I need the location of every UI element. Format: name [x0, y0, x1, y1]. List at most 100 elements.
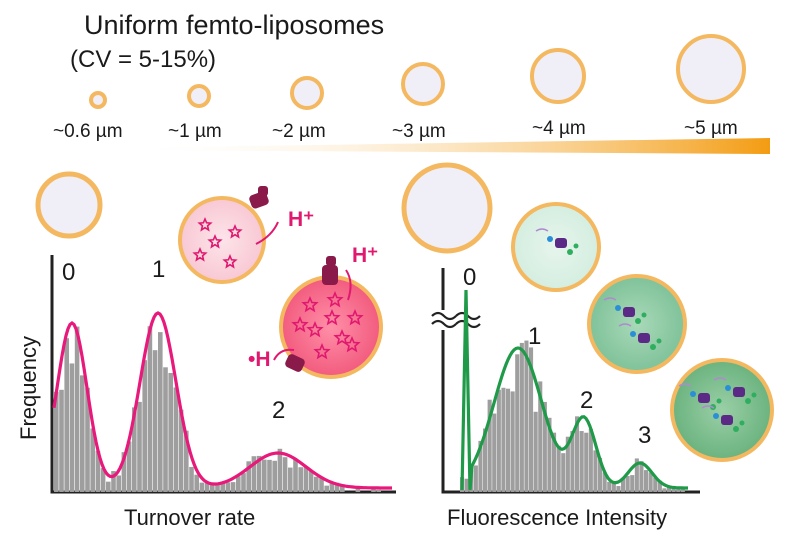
figure-subtitle: (CV = 5-15%) — [70, 46, 216, 73]
histogram-bar — [80, 375, 85, 492]
histogram-bar — [251, 456, 257, 492]
histogram-bar — [524, 340, 529, 492]
histogram-bar — [561, 453, 566, 492]
histogram-bar — [95, 450, 101, 492]
histogram-bar — [111, 471, 116, 492]
histogram-bar — [533, 411, 538, 492]
histogram-bar — [538, 381, 543, 492]
histogram-bar — [547, 417, 552, 492]
histogram-bar — [262, 459, 267, 492]
histogram-bar — [644, 470, 649, 492]
product-icon — [641, 312, 647, 318]
histogram-bar — [630, 475, 635, 492]
substrate-icon — [630, 331, 636, 337]
liposome-size-series — [89, 34, 746, 110]
substrate-star-icon — [313, 342, 331, 360]
histogram-bar — [132, 407, 137, 492]
histogram-bar — [648, 472, 653, 492]
histogram-bar — [464, 478, 469, 492]
pink-liposome-high-activity: H⁺ •H — [248, 244, 383, 379]
green-liposome-one-enzyme — [511, 202, 601, 292]
histogram-bar — [634, 458, 639, 492]
product-icon — [751, 392, 757, 398]
liposome-2um — [290, 76, 324, 110]
histogram-bar — [142, 360, 147, 492]
dna-icon — [678, 383, 692, 387]
histogram-bar — [334, 482, 340, 492]
right-peak-label-1: 1 — [528, 323, 541, 350]
histogram-bar — [324, 485, 329, 492]
histogram-bar — [173, 387, 179, 492]
size-label-4um: ~4 µm — [532, 118, 586, 139]
histogram-bar — [506, 388, 511, 492]
proton-pump-icon — [285, 256, 338, 372]
substrate-icon — [725, 385, 731, 391]
size-label-3um: ~3 µm — [392, 121, 446, 142]
axis-break-icon — [431, 311, 457, 329]
substrate-star-icon — [346, 308, 364, 326]
histogram-bar — [667, 487, 672, 492]
histogram-bar — [510, 391, 515, 492]
right-histogram — [460, 340, 685, 492]
size-label-1um: ~1 µm — [168, 121, 222, 142]
histogram-bar — [54, 391, 59, 492]
size-label-2um: ~2 µm — [272, 121, 326, 142]
size-gradient-bar — [120, 138, 770, 154]
histogram-bar — [607, 481, 612, 492]
histogram-bar — [621, 478, 626, 492]
histogram-bar — [611, 482, 616, 492]
histogram-bar — [308, 471, 314, 492]
product-icon — [573, 243, 579, 249]
histogram-bar — [529, 347, 534, 492]
substrate-star-icon — [323, 308, 341, 326]
histogram-bar — [680, 489, 685, 492]
substrate-star-icon — [222, 253, 238, 269]
histogram-bar — [340, 484, 345, 492]
size-label-5um: ~5 µm — [684, 118, 738, 139]
right-xlabel: Fluorescence Intensity — [447, 505, 667, 530]
histogram-bar — [552, 432, 557, 492]
liposome-right-panel — [401, 162, 493, 254]
histogram-bar — [501, 387, 506, 492]
histogram-bar — [376, 489, 381, 492]
left-peak-label-2: 2 — [272, 397, 285, 424]
histogram-bar — [616, 486, 621, 492]
substrate-star-icon — [306, 320, 324, 338]
histogram-bar — [236, 476, 241, 492]
histogram-bar — [575, 416, 580, 492]
histogram-bar — [74, 326, 80, 492]
left-peak-label-1: 1 — [152, 256, 165, 283]
histogram-bar — [293, 459, 298, 492]
histogram-bar — [519, 342, 524, 492]
histogram-bar — [220, 481, 225, 492]
product-icon — [635, 318, 641, 324]
liposome-5um — [676, 34, 746, 104]
histogram-bar — [137, 401, 142, 492]
right-peak-label-0: 0 — [463, 264, 476, 291]
histogram-bar — [267, 459, 272, 492]
histogram-bar — [314, 476, 319, 492]
histogram-bar — [85, 387, 90, 492]
substrate-star-icon — [197, 216, 213, 232]
dna-icon — [535, 228, 549, 232]
histogram-bar — [90, 428, 95, 492]
histogram-bar — [657, 480, 662, 492]
histogram-bar — [556, 445, 561, 492]
histogram-bar — [483, 428, 488, 492]
proton-pump-icon — [249, 186, 269, 209]
histogram-bar — [178, 409, 184, 492]
right-fit-curve — [460, 289, 688, 491]
histogram-bar — [676, 488, 681, 492]
substrate-star-icon — [192, 246, 208, 262]
histogram-bar — [371, 488, 376, 492]
histogram-bar — [329, 481, 335, 492]
histogram-bar — [215, 485, 220, 492]
histogram-bar — [225, 482, 231, 492]
figure-title: Uniform femto-liposomes — [84, 10, 384, 40]
enzyme-icon — [638, 333, 650, 343]
left-histogram — [54, 326, 381, 492]
liposome-4um — [530, 48, 586, 104]
histogram-bar — [106, 481, 111, 492]
histogram-bar — [152, 350, 158, 492]
